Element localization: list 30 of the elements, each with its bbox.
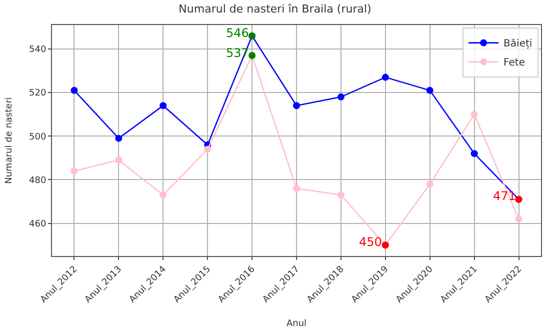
legend-label: Băieți [504, 38, 532, 50]
point [115, 156, 122, 164]
point [515, 215, 522, 222]
point [204, 146, 212, 153]
point [426, 86, 434, 94]
point [70, 86, 78, 94]
y-tick-label: 540 [29, 45, 46, 56]
y-tick-label: 460 [29, 219, 46, 230]
y-tick-label: 500 [29, 132, 46, 142]
point [337, 93, 344, 100]
annotation: 546 [226, 26, 249, 40]
annotation: 471 [493, 189, 516, 203]
point [470, 150, 478, 158]
legend-label: Fete [504, 58, 525, 69]
point [293, 184, 300, 192]
point [426, 180, 434, 188]
x-axis-title: Anul [286, 318, 307, 329]
annotation: 450 [359, 235, 382, 249]
point [293, 102, 300, 110]
point [337, 191, 344, 198]
point [70, 168, 78, 175]
y-tick-label: 520 [29, 88, 46, 99]
point [470, 110, 478, 118]
point [115, 134, 122, 142]
point [160, 191, 167, 198]
y-tick-label: 480 [29, 176, 46, 186]
point [382, 74, 389, 81]
chart-title: Numarul de nasteri în Braila (rural) [178, 2, 372, 16]
y-axis-title: Numarul de nasteri [4, 97, 14, 184]
point [160, 102, 167, 110]
